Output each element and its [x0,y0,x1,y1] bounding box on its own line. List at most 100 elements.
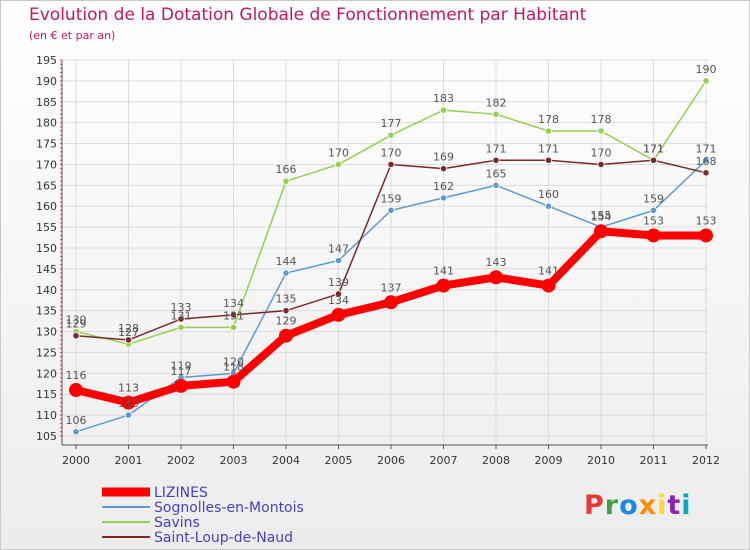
data-label: 129 [276,315,297,328]
x-tick-label: 2002 [167,454,195,467]
data-label: 154 [591,210,612,223]
data-label: 155 [591,209,612,222]
x-tick-label: 2011 [640,454,668,467]
y-tick-label: 125 [36,346,57,359]
logo-letter: i [681,490,692,521]
data-point [124,411,133,419]
data-label: 139 [328,276,349,289]
y-tick-label: 145 [36,263,57,276]
x-tick-label: 2003 [220,454,248,467]
y-tick-label: 185 [36,96,57,109]
data-point [597,127,605,135]
y-tick-label: 155 [36,221,57,234]
legend-label: Saint-Loup-de-Naud [154,530,293,546]
x-tick-label: 2000 [62,454,90,467]
data-label: 190 [696,63,717,76]
data-label: 170 [328,146,349,159]
x-tick-label: 2006 [377,454,405,467]
y-tick-label: 120 [36,367,57,380]
data-label: 171 [538,142,559,155]
data-label: 153 [643,214,664,227]
data-point [279,328,293,343]
legend-label: LIZINES [154,485,208,501]
y-tick-label: 180 [36,117,57,130]
proxiti-logo: Proxiti [584,490,692,521]
y-tick-label: 140 [36,284,57,297]
logo-letter: P [584,490,605,521]
data-point [177,323,185,331]
data-label: 153 [696,214,717,227]
data-label: 133 [171,301,192,314]
data-label: 130 [66,314,87,327]
data-label: 141 [433,265,454,278]
logo-letter: t [667,490,682,521]
data-point [282,307,290,315]
data-label: 143 [486,256,507,269]
data-point [544,202,553,210]
data-label: 171 [643,142,664,155]
x-tick-label: 2005 [325,454,353,467]
data-point [699,228,713,243]
data-point [124,336,133,344]
logo-letter: i [657,490,668,521]
logo-letter: r [604,490,620,521]
data-point [492,110,500,118]
data-point [702,169,710,177]
data-label: 128 [118,322,139,335]
data-point [334,160,343,169]
data-label: 177 [381,117,402,130]
data-point [702,77,710,85]
data-point [492,156,500,164]
data-point [439,106,448,114]
data-label: 159 [643,192,664,205]
data-point [541,278,556,293]
data-point [69,383,83,398]
data-label: 137 [381,281,402,294]
data-point [387,160,395,169]
data-point [439,165,448,173]
data-point [229,311,238,319]
data-label: 182 [486,96,507,109]
data-point [282,177,290,185]
x-tick-label: 2010 [587,454,615,467]
y-tick-label: 165 [36,179,57,192]
data-label: 171 [486,142,507,155]
data-label: 141 [538,265,559,278]
data-point [177,315,185,323]
data-label: 160 [538,188,559,201]
y-tick-label: 195 [36,54,57,67]
y-tick-label: 150 [36,242,57,255]
logo-letter: x [638,490,658,521]
data-point [489,270,503,285]
data-point [702,156,710,164]
data-point [387,206,395,214]
data-label: 106 [66,414,87,427]
data-label: 144 [276,255,297,268]
data-label: 118 [223,361,244,374]
data-point [439,194,448,202]
data-point [282,269,290,277]
data-label: 135 [276,293,297,306]
x-tick-label: 2009 [535,454,563,467]
data-label: 134 [328,294,349,307]
data-label: 129 [66,318,87,331]
y-tick-label: 190 [36,75,57,88]
data-point [387,131,395,139]
y-tick-label: 135 [36,305,57,318]
data-point [544,156,553,164]
x-tick-label: 2001 [115,454,143,467]
data-label: 159 [381,192,402,205]
data-label: 131 [171,309,192,322]
y-tick-label: 170 [36,158,57,171]
data-label: 168 [696,155,717,168]
x-tick-label: 2004 [272,454,300,467]
data-label: 127 [118,326,139,339]
data-label: 170 [381,146,402,159]
data-point [72,332,80,340]
data-label: 116 [66,369,87,382]
data-point [436,278,451,293]
chart-title: Evolution de la Dotation Globale de Fonc… [29,5,587,25]
data-label: 170 [591,146,612,159]
